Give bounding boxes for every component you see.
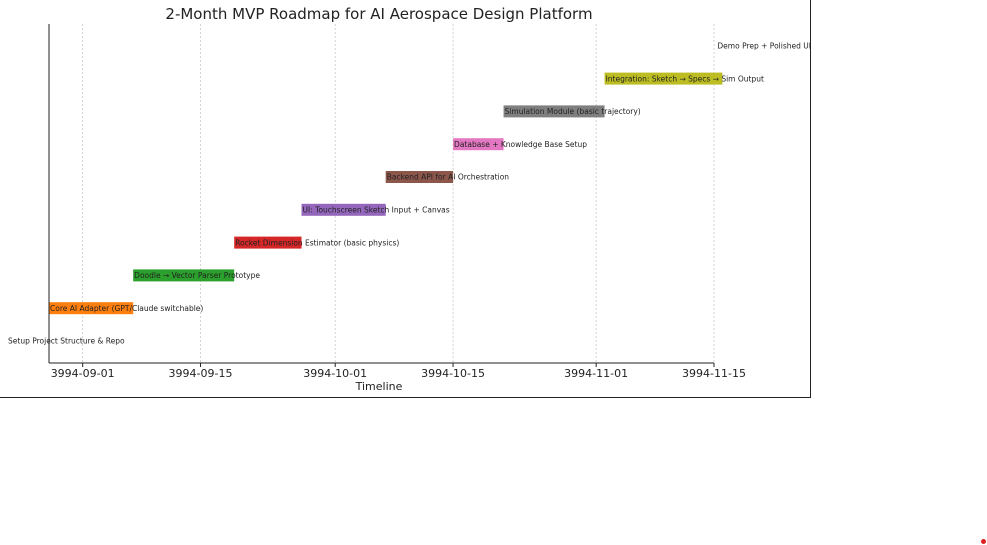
x-tick-label: 3994-09-15 [169,367,233,380]
x-tick-label: 3994-10-15 [421,367,485,380]
task-label: Rocket Dimension Estimator (basic physic… [235,238,399,247]
task-bar [503,105,605,118]
task-label: Setup Project Structure & Repo [8,337,125,346]
task-label: Backend API for AI Orchestration [387,173,510,182]
x-tick-label: 3994-10-01 [303,367,367,380]
task-label: Doodle → Vector Parser Prototype [134,271,260,280]
x-tick-label: 3994-09-01 [51,367,115,380]
chart-frame: 2-Month MVP Roadmap for AI Aerospace Des… [0,0,811,398]
tick-layer: 3994-09-01 3994-09-15 3994-10-01 3994-10-15… [51,363,746,380]
label-layer: Setup Project Structure & Repo Core AI Ad… [8,42,811,346]
task-label: UI: Touchscreen Sketch Input + Canvas [303,206,450,215]
task-bar [385,171,454,183]
task-label: Simulation Module (basic trajectory) [505,107,641,116]
task-bar [133,269,235,282]
task-bar [234,236,302,249]
task-label: Integration: Sketch → Specs → Sim Output [606,74,764,83]
x-axis-label: Timeline [355,380,403,393]
task-label: Database + Knowledge Base Setup [454,140,587,149]
x-tick-label: 3994-11-15 [682,367,746,380]
roadmap-chart: 2-Month MVP Roadmap for AI Aerospace Des… [8,5,811,393]
x-tick-label: 3994-11-01 [564,367,628,380]
bar-layer [49,72,723,315]
task-bar [453,138,504,151]
task-bar [49,302,134,315]
task-label: Demo Prep + Polished UI [717,42,811,51]
task-label: Core AI Adapter (GPT/Claude switchable) [50,304,203,313]
task-bar [301,203,386,216]
corner-dot [981,539,986,544]
chart-title: 2-Month MVP Roadmap for AI Aerospace Des… [165,5,592,23]
task-bar [604,72,723,85]
